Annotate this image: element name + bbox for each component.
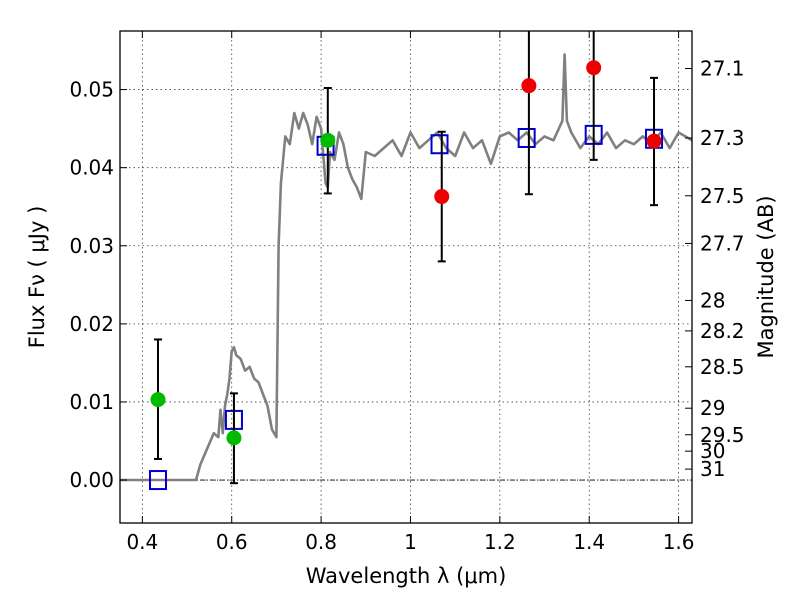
- model-square-point: [148, 470, 167, 491]
- x-tick-label: 1.2: [484, 530, 516, 554]
- y2-tick-label: 28.5: [700, 355, 745, 379]
- x-tick-label: 1.6: [663, 530, 695, 554]
- x-tick-label: 1: [404, 530, 417, 554]
- y2-tick-label: 31: [700, 457, 725, 481]
- y2-tick-label: 29: [700, 396, 725, 420]
- model-square-point: [430, 134, 449, 155]
- y2-tick-label: 27.7: [700, 231, 745, 255]
- model-square-point: [517, 127, 536, 148]
- observed-point: [434, 189, 450, 205]
- x-tick-label: 0.6: [216, 530, 248, 554]
- observed-point: [320, 132, 336, 148]
- x-tick-label: 0.4: [126, 530, 158, 554]
- observed-point: [646, 133, 662, 149]
- y2-tick-label: 27.5: [700, 184, 745, 208]
- y2-tick-label: 27.3: [700, 126, 745, 150]
- observed-point: [150, 392, 166, 408]
- observed-point: [521, 78, 537, 94]
- y2-tick-label: 28.2: [700, 319, 745, 343]
- y2-axis-label: Magnitude (AB): [754, 195, 778, 358]
- x-tick-label: 0.8: [305, 530, 337, 554]
- y-tick-label: 0.01: [69, 390, 114, 414]
- plot-frame: [119, 30, 693, 524]
- spectrum-line: [120, 53, 693, 482]
- series: [120, 31, 693, 491]
- ticks: 0.4 0.6 0.8 1 1.2 1.4 1.6 0.00 0.01 0.02 0.03 0.04 0…: [69, 31, 745, 554]
- y-tick-label: 0.00: [69, 468, 114, 492]
- x-tick-label: 1.4: [573, 530, 605, 554]
- y2-tick-label: 29.5: [700, 423, 745, 447]
- x-axis-label: Wavelength λ (μm): [306, 564, 507, 588]
- y-tick-label: 0.02: [69, 312, 114, 336]
- y-tick-label: 0.03: [69, 234, 114, 258]
- observed-point: [586, 60, 602, 76]
- observed-point: [226, 430, 242, 446]
- y2-tick-label: 30: [700, 439, 725, 463]
- y-tick-label: 0.05: [69, 78, 114, 102]
- y-axis-label: Flux Fν ( μJy ): [25, 206, 49, 349]
- y2-tick-label: 28: [700, 288, 725, 312]
- y2-tick-label: 27.1: [700, 56, 745, 80]
- y-tick-label: 0.04: [69, 156, 114, 180]
